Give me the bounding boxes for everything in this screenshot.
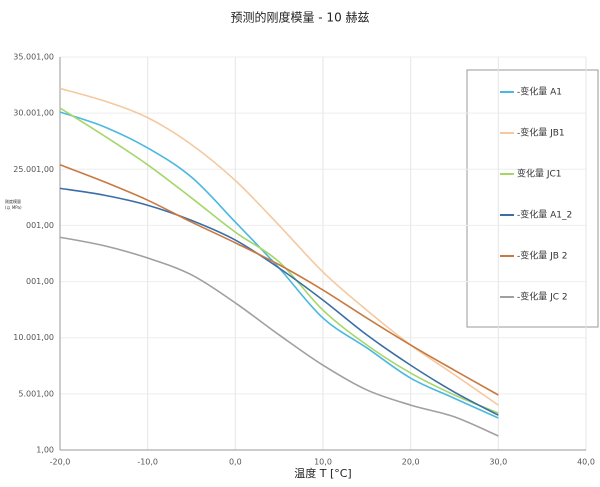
legend-label: 变化量 JC1 — [517, 168, 562, 180]
legend-label: -变化量 JB1 — [517, 127, 565, 139]
series-line — [59, 87, 499, 406]
y-tick-label: 10.001,00 — [13, 333, 54, 342]
legend-label: -变化量 JC 2 — [517, 291, 568, 303]
x-tick-label: 0,0 — [229, 458, 242, 467]
legend-label: -变化量 A1 — [517, 86, 562, 98]
legend-label: -变化量 JB 2 — [517, 250, 568, 262]
y-tick-label: 001,00 — [26, 277, 54, 286]
y-tick-label: 35.001,00 — [13, 53, 54, 62]
x-tick-label: 40,0 — [577, 458, 595, 467]
y-axis-title: (以 MPa) — [5, 205, 22, 210]
series-line — [59, 236, 499, 437]
x-tick-label: -20,0 — [50, 458, 71, 467]
y-tick-label: 25.001,00 — [13, 165, 54, 174]
x-tick-label: 30,0 — [489, 458, 507, 467]
y-axis-title: 刚度模量 — [5, 198, 21, 204]
x-tick-label: 20,0 — [402, 458, 420, 467]
legend-label: -变化量 A1_2 — [517, 209, 572, 221]
y-tick-label: 30.001,00 — [13, 109, 54, 118]
y-tick-label: 5.001,00 — [18, 389, 54, 398]
series-line — [59, 187, 499, 416]
chart-title: 预测的刚度模量 - 10 赫兹 — [230, 10, 369, 25]
legend-box — [466, 69, 599, 328]
series-line — [59, 107, 499, 414]
x-tick-label: 10,0 — [314, 458, 332, 467]
y-tick-label: 1,00 — [36, 446, 54, 455]
x-axis-title: 温度 T [°C] — [294, 466, 351, 480]
x-tick-label: -10,0 — [137, 458, 158, 467]
y-tick-label: 001,00 — [26, 221, 54, 230]
series-line — [59, 164, 499, 396]
